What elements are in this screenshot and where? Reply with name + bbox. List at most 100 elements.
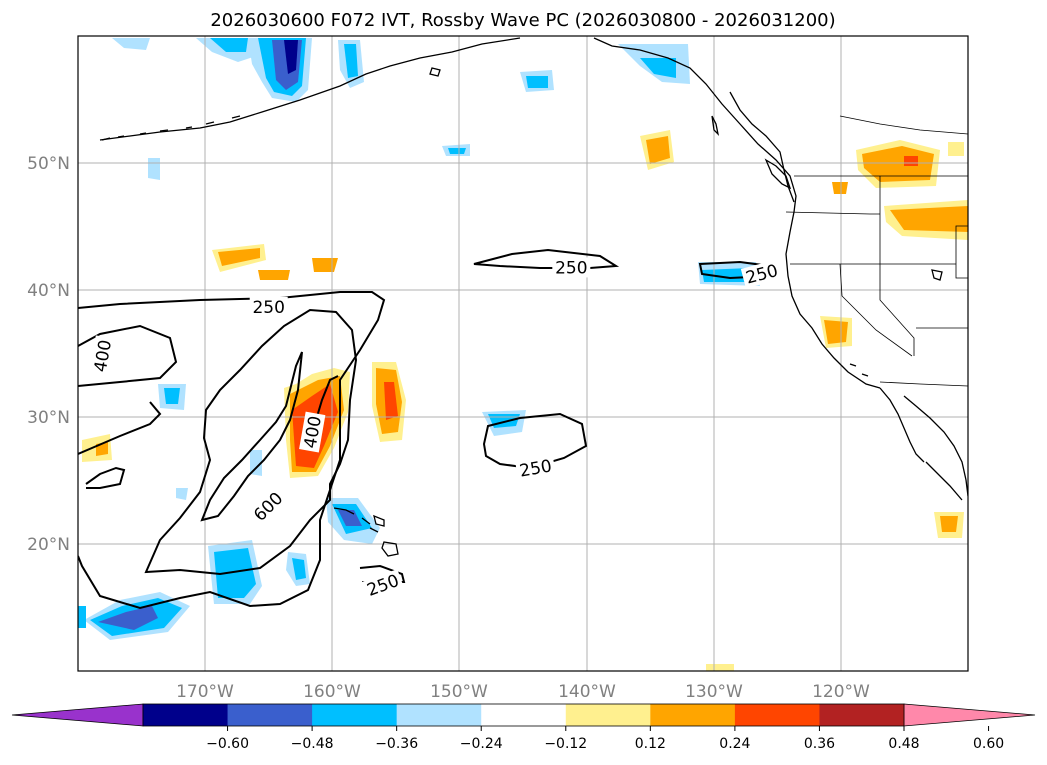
contour-label-text: 250 (252, 298, 284, 318)
anomaly-patch (904, 156, 918, 166)
contour-label-400: 400 (299, 411, 326, 453)
colorbar-frame (142, 703, 905, 727)
contour-label-halo (247, 485, 289, 527)
anomaly-patch (312, 258, 338, 272)
kodiak-island (429, 67, 441, 77)
haida-gwaii (711, 115, 720, 136)
anomaly-patch (338, 510, 362, 526)
colorbar-tick-label: 0.36 (804, 736, 835, 752)
lon-label-170w: 170°W (176, 682, 234, 702)
colorbar-extend-high (903, 703, 1036, 727)
colorbar-segment (143, 704, 229, 726)
contour-label-halo (552, 257, 591, 278)
anomaly-patch (832, 182, 848, 194)
wyoming-border (955, 225, 968, 279)
lat-label-50n: 50°N (27, 154, 70, 174)
anomaly-patch (164, 388, 180, 404)
lon-label-150w: 150°W (430, 682, 488, 702)
anomaly-patch (344, 44, 358, 78)
negative-anomaly-patches (78, 38, 760, 640)
colorbar-tick-label: −0.24 (460, 736, 503, 752)
anomaly-patch (98, 606, 158, 630)
contour-label-halo (249, 296, 288, 317)
anomaly-patch (526, 76, 548, 88)
anomaly-patch (78, 606, 86, 628)
anomaly-patch (824, 320, 848, 344)
colorbar-tick-label: 0.60 (973, 736, 1004, 752)
anomaly-patch (292, 558, 306, 580)
anomaly-patch (112, 38, 150, 50)
ivt-contours (78, 248, 771, 610)
anomaly-patch (940, 516, 958, 532)
political-borders (785, 115, 968, 387)
anomaly-patch (214, 548, 256, 598)
lon-label-140w: 140°W (558, 682, 616, 702)
colorbar-tick-label: 0.48 (888, 736, 919, 752)
contour-label-halo (89, 335, 116, 377)
contour-label-text: 250 (555, 258, 587, 278)
lat-label-30n: 30°N (27, 408, 70, 428)
us-mexico-border (879, 381, 968, 387)
anomaly-patch (258, 270, 290, 280)
colorbar-segment (481, 704, 567, 726)
anomaly-patch (948, 142, 964, 156)
anomaly-patch (448, 148, 466, 154)
colorbar-segment (312, 704, 398, 726)
contour-label-halo (361, 569, 405, 601)
colorbar-segment (396, 704, 482, 726)
ivt-contour-600 (200, 351, 303, 522)
anomaly-patch (384, 382, 398, 420)
colorbar-tick-label: −0.60 (206, 736, 249, 752)
contour-label-250: 250 (249, 296, 288, 318)
contour-label-halo (740, 259, 783, 289)
canada-border-east (839, 115, 968, 135)
ivt-contour-400-left (85, 466, 126, 489)
colorbar-segment (650, 704, 736, 726)
colorbar-ticks: −0.60 −0.48 −0.36 −0.24 −0.12 0.12 0.24 0.36 0.4… (206, 726, 1004, 752)
lat-label-40n: 40°N (27, 281, 70, 301)
colorbar-segment (227, 704, 313, 726)
colorbar-tick-label: −0.36 (375, 736, 418, 752)
channel-islands (849, 363, 869, 377)
lon-label-120w: 120°W (812, 682, 870, 702)
anomaly-patch (640, 58, 676, 78)
california-nevada-diagonal (839, 263, 913, 357)
map-panel: 250400250400400600250250250250 (78, 36, 968, 671)
hawaii-islands (333, 507, 399, 557)
contour-label-halo (515, 454, 556, 482)
ivt-contour-250-left (78, 401, 162, 455)
anomaly-patch (250, 450, 262, 476)
plot-title: 2026030600 F072 IVT, Rossby Wave PC (202… (210, 10, 835, 31)
colorbar-segment (819, 704, 905, 726)
ivt-contour-250-subtropical (482, 412, 588, 470)
lon-label-130w: 130°W (685, 682, 743, 702)
nevada-border (879, 264, 915, 356)
colorbar-segment (734, 704, 820, 726)
colorbar-tick-label: −0.48 (291, 736, 334, 752)
colorbar-tick-label: 0.12 (635, 736, 666, 752)
coastlines (99, 37, 968, 557)
anomaly-patch (862, 146, 934, 182)
aleutian-islands (101, 115, 241, 141)
anomaly-patch (706, 664, 734, 671)
colorbar: −0.60 −0.48 −0.36 −0.24 −0.12 0.12 0.24 0.36 0.4… (11, 703, 1036, 752)
anomaly-patch (284, 40, 298, 74)
contour-label-halo (299, 411, 326, 453)
colorbar-segments (143, 704, 905, 726)
baja-california-coast (879, 387, 925, 463)
latitude-labels: 50°N 40°N 30°N 20°N (27, 154, 70, 555)
map-frame (77, 35, 969, 672)
gulf-of-alaska-coast (593, 37, 797, 213)
washington-oregon-border (785, 211, 880, 215)
ivt-contour-400-main (144, 308, 358, 576)
longitude-labels: 170°W 160°W 150°W 140°W 130°W 120°W (176, 682, 870, 702)
colorbar-segment (565, 704, 651, 726)
gulf-of-california-coast (903, 395, 968, 497)
lon-label-160w: 160°W (303, 682, 361, 702)
contour-label-250: 250 (515, 454, 556, 482)
anomaly-patch (148, 158, 160, 180)
contour-label-250: 250 (552, 257, 591, 278)
colorbar-tick-label: −0.12 (544, 736, 587, 752)
great-salt-lake (931, 269, 943, 281)
